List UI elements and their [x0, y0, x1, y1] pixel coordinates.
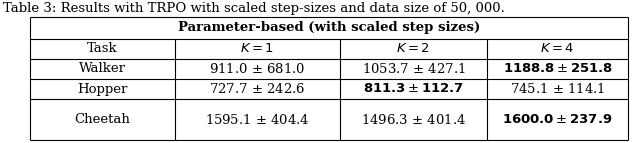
- Text: $\mathbf{811.3} \pm \mathbf{112.7}$: $\mathbf{811.3} \pm \mathbf{112.7}$: [363, 83, 464, 96]
- Text: $\mathit{K} = 2$: $\mathit{K} = 2$: [396, 42, 431, 55]
- Text: Parameter-based (with scaled step sizes): Parameter-based (with scaled step sizes): [178, 21, 480, 34]
- Text: 1053.7 $\pm$ 427.1: 1053.7 $\pm$ 427.1: [362, 62, 465, 76]
- Text: 911.0 $\pm$ 681.0: 911.0 $\pm$ 681.0: [209, 62, 306, 76]
- Text: 1595.1 $\pm$ 404.4: 1595.1 $\pm$ 404.4: [205, 113, 310, 127]
- Text: Hopper: Hopper: [77, 83, 128, 96]
- Text: $\mathbf{1188.8} \pm \mathbf{251.8}$: $\mathbf{1188.8} \pm \mathbf{251.8}$: [502, 62, 612, 76]
- Text: $\mathbf{1600.0} \pm \mathbf{237.9}$: $\mathbf{1600.0} \pm \mathbf{237.9}$: [502, 113, 612, 126]
- Text: 745.1 $\pm$ 114.1: 745.1 $\pm$ 114.1: [510, 82, 605, 96]
- Text: Table 3: Results with TRPO with scaled step-sizes and data size of 50, 000.: Table 3: Results with TRPO with scaled s…: [3, 2, 505, 15]
- Text: $\mathit{K} = 4$: $\mathit{K} = 4$: [540, 42, 575, 55]
- Text: Task: Task: [87, 42, 118, 55]
- Text: 727.7 $\pm$ 242.6: 727.7 $\pm$ 242.6: [209, 82, 306, 96]
- Text: 1496.3 $\pm$ 401.4: 1496.3 $\pm$ 401.4: [361, 113, 466, 127]
- Text: $\mathit{K} = 1$: $\mathit{K} = 1$: [241, 42, 275, 55]
- Text: Cheetah: Cheetah: [75, 113, 131, 126]
- Text: Walker: Walker: [79, 62, 126, 76]
